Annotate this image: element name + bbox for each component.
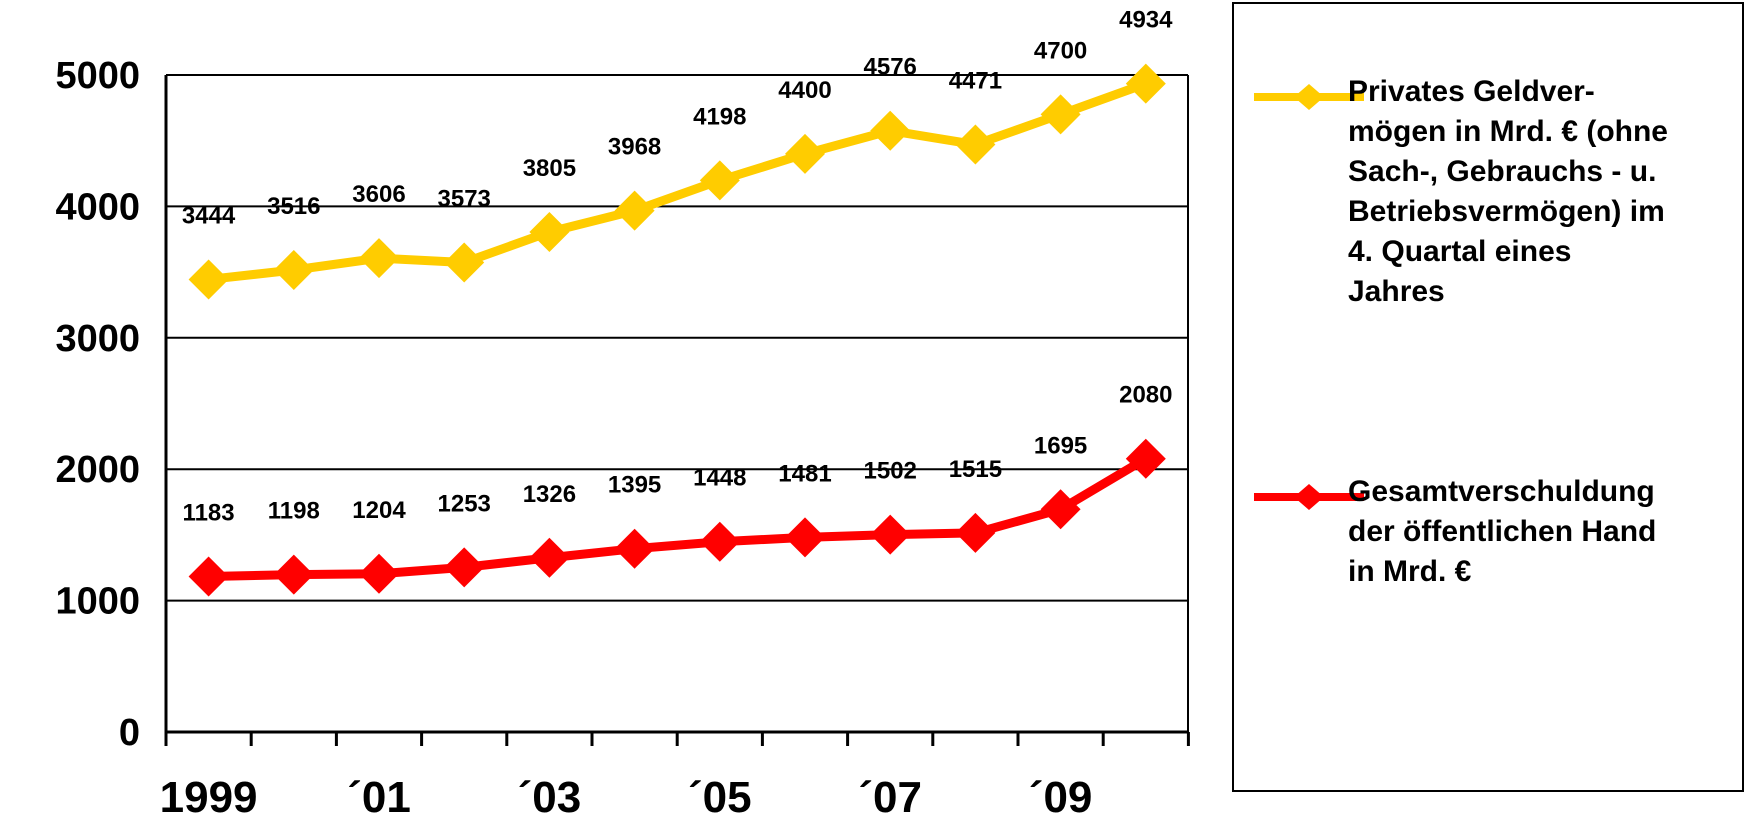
legend-label-private-assets: Privates Geldver- mögen in Mrd. € (ohne … xyxy=(1348,75,1668,308)
series-0-data-label-2006: 4400 xyxy=(778,77,831,104)
series-0-marker-2010 xyxy=(1125,63,1166,104)
series-1-marker-2000 xyxy=(273,554,314,595)
x-tick-label-1999: 1999 xyxy=(160,773,258,820)
series-1-marker-2008 xyxy=(955,512,996,553)
series-1-data-label-2003: 1326 xyxy=(523,481,576,508)
data-labels: 3444 3516 3606 3573 3805 3968 4198 4400 4576 4471… xyxy=(182,7,1173,527)
y-tick-label-1000: 1000 xyxy=(55,581,140,623)
series-0-data-label-2007: 4576 xyxy=(864,54,917,81)
series-1-marker-2010 xyxy=(1125,438,1166,479)
series-0-marker-1999 xyxy=(188,259,229,300)
series-0-marker-2000 xyxy=(273,249,314,290)
x-tick-label-2005: ´05 xyxy=(688,773,752,820)
y-tick-label-4000: 4000 xyxy=(55,186,140,228)
series-1-marker-1999 xyxy=(188,556,229,597)
series-1-data-label-1999: 1183 xyxy=(183,500,235,527)
series-1-marker-2006 xyxy=(785,517,825,558)
series-1-data-label-2009: 1695 xyxy=(1034,432,1087,459)
series-1-marker-2003 xyxy=(529,537,570,578)
series-0-marker-2004 xyxy=(614,190,655,231)
series-0-marker-2005 xyxy=(699,160,740,201)
y-tick-label-2000: 2000 xyxy=(55,449,140,491)
series-1-marker-2005 xyxy=(699,521,740,562)
series-0-data-label-2008: 4471 xyxy=(949,68,1002,95)
series-0-marker-2006 xyxy=(785,133,825,174)
series-1-marker-2002 xyxy=(444,547,485,588)
series-0-data-label-2001: 3606 xyxy=(352,181,405,208)
series-0-data-label-1999: 3444 xyxy=(182,202,236,229)
series-0-marker-2003 xyxy=(529,212,570,253)
series-0-marker-2008 xyxy=(955,124,996,165)
series-1-data-label-2001: 1204 xyxy=(352,497,406,524)
legend-label-public-debt: Gesamtverschuldung der öffentlichen Hand… xyxy=(1348,475,1657,588)
series-1-data-label-2000: 1198 xyxy=(268,498,320,525)
series-1-marker-2009 xyxy=(1040,489,1081,530)
series-0-data-label-2000: 3516 xyxy=(267,193,320,220)
series-1-marker-2004 xyxy=(614,528,655,569)
series-1-data-label-2007: 1502 xyxy=(864,458,917,485)
legend: Privates Geldver- mögen in Mrd. € (ohne … xyxy=(1232,2,1744,792)
x-tick-label-2007: ´07 xyxy=(858,773,922,820)
y-tick-label-3000: 3000 xyxy=(55,318,140,360)
legend-swatch-public-debt xyxy=(1254,484,1364,510)
legend-marker-public-debt xyxy=(1294,484,1324,510)
series-0-data-label-2005: 4198 xyxy=(693,103,746,130)
series-0-marker-2001 xyxy=(359,238,399,279)
series-0-marker-2009 xyxy=(1040,94,1081,135)
series-1-marker-2001 xyxy=(359,553,399,594)
series-0-data-label-2009: 4700 xyxy=(1034,37,1087,64)
series-0-data-label-2004: 3968 xyxy=(608,134,661,161)
series-0-data-label-2010: 4934 xyxy=(1119,7,1173,34)
series-0-data-label-2002: 3573 xyxy=(438,186,491,213)
series-line-0 xyxy=(204,79,1151,284)
series-0-data-label-2003: 3805 xyxy=(523,155,576,182)
axes: 0 1000 2000 3000 4000 5000 1999 ´01 ´03 ´05 ´07 ´09 xyxy=(55,55,1190,820)
legend-swatch-private-assets xyxy=(1254,84,1364,110)
series-1-data-label-2006: 1481 xyxy=(778,460,831,487)
y-tick-label-0: 0 xyxy=(119,712,140,754)
x-tick-label-2003: ´03 xyxy=(518,773,582,820)
series-1-data-label-2005: 1448 xyxy=(693,465,746,492)
series-1-data-label-2008: 1515 xyxy=(949,456,1002,483)
series-0-marker-2007 xyxy=(870,110,911,151)
y-tick-label-5000: 5000 xyxy=(55,55,140,97)
data-series xyxy=(188,63,1166,597)
series-1-data-label-2004: 1395 xyxy=(608,472,661,499)
series-1-data-label-2002: 1253 xyxy=(438,490,491,517)
x-tick-label-2009: ´09 xyxy=(1029,773,1093,820)
series-line-1 xyxy=(204,454,1151,582)
series-1-data-label-2010: 2080 xyxy=(1119,382,1172,409)
x-tick-label-2001: ´01 xyxy=(347,773,411,820)
series-1-marker-2007 xyxy=(870,514,911,555)
series-0-marker-2002 xyxy=(444,242,485,283)
legend-marker-private-assets xyxy=(1294,84,1324,110)
